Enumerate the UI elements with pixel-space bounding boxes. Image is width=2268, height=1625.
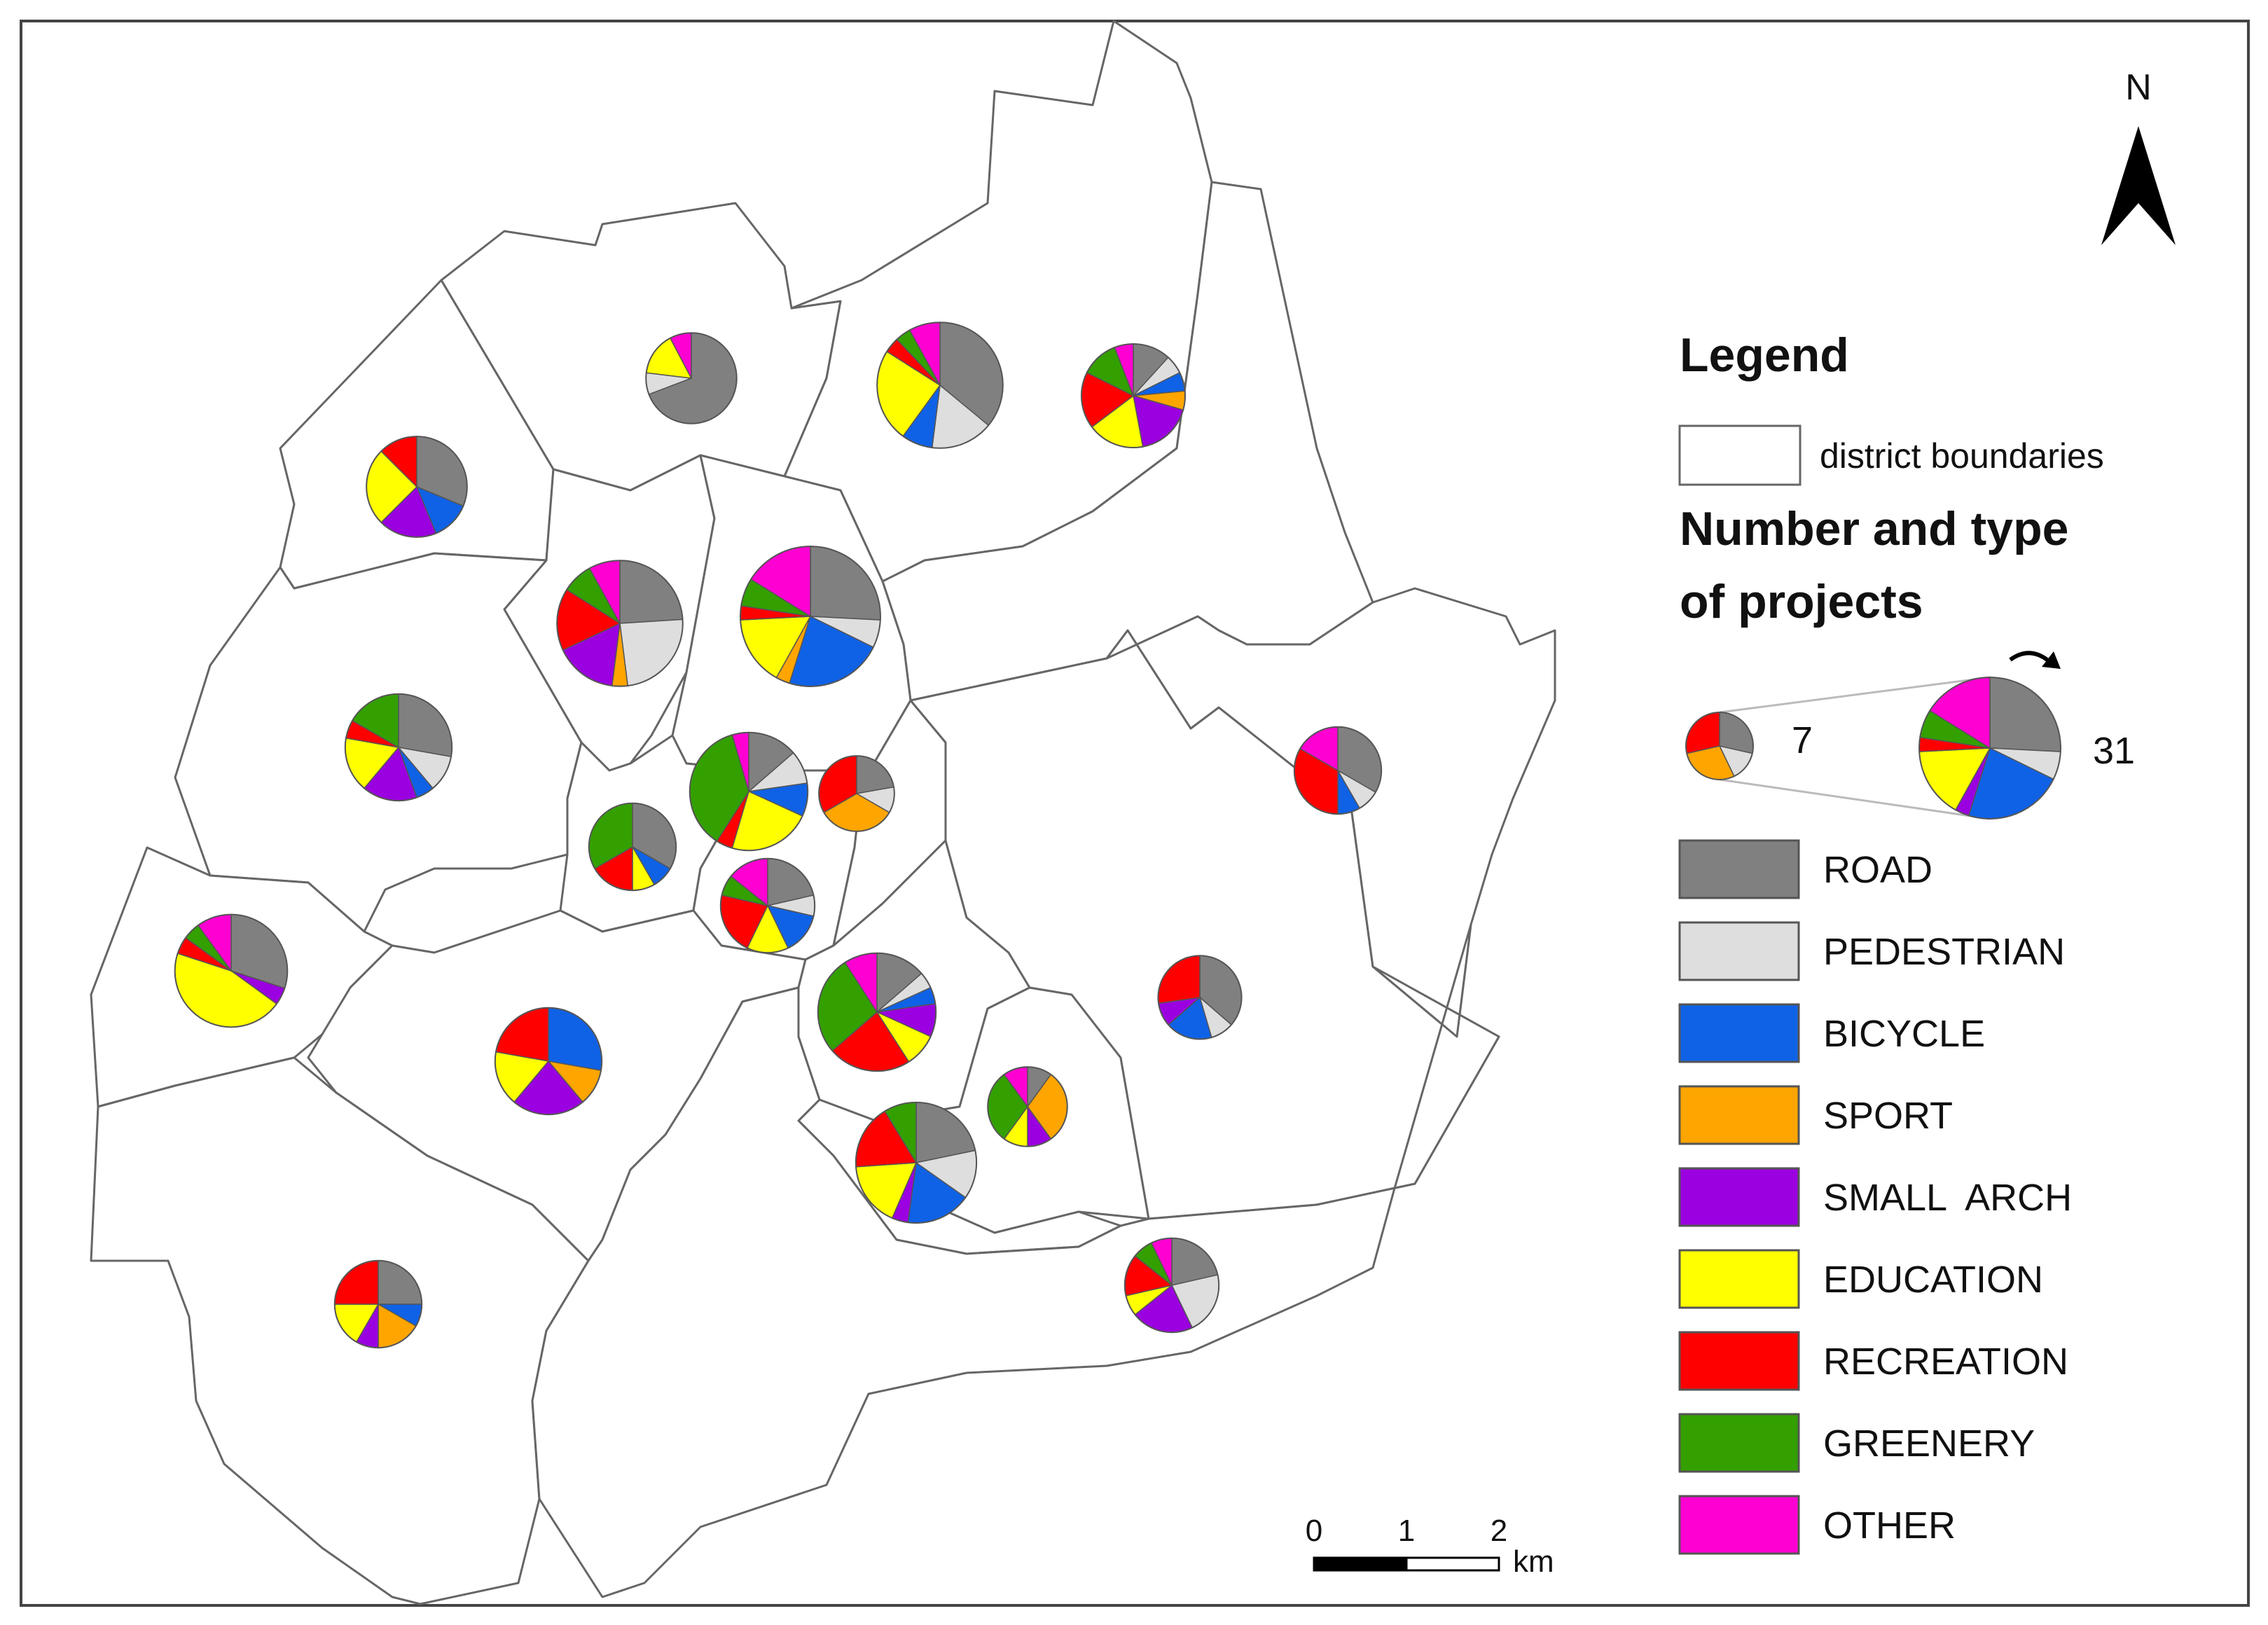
pie-outline [1123,1237,1220,1334]
legend-swatch [1678,839,1800,899]
pie-outline [333,1259,423,1349]
legend-label: ROAD [1823,849,1932,891]
category-legend: ROAD PEDESTRIAN BICYCLE SPORT SMALL ARCH EDUC… [1678,839,2072,1555]
scale-tick-2: 2 [1491,1514,1507,1548]
district-pie [740,546,881,687]
district-pie [987,1066,1068,1147]
pie-outline [645,332,738,424]
size-guide-line [1719,778,1991,820]
pie-outline [987,1066,1068,1147]
pie-chart-layer [174,321,1383,1349]
legend-label: EDUCATION [1823,1259,2043,1301]
pie-outline [1157,955,1243,1040]
legend-label: BICYCLE [1823,1013,1985,1055]
legend-swatch [1678,1495,1800,1555]
size-title-line2: of projects [1680,575,1923,628]
scale-unit: km [1513,1544,1554,1579]
legend-label: GREENERY [1823,1423,2035,1465]
pie-outline [818,755,895,832]
legend-min-count: 7 [1792,719,1813,761]
pie-outline [366,436,468,538]
legend-swatch [1678,1331,1800,1391]
district-pie [876,321,1004,449]
legend: Legend district boundaries Number and ty… [1678,329,2135,1555]
pie-outline [344,693,453,802]
pie-outline [689,731,809,852]
size-guide-line [1719,676,1991,714]
pie-outline [556,560,684,687]
pie-outline [588,802,677,892]
district-pie [855,1101,978,1224]
legend-swatch [1678,1249,1800,1309]
pie-outline [855,1101,978,1224]
pie-outline [817,952,937,1072]
scale-segment-black [1313,1556,1408,1572]
district-pie [689,731,809,852]
legend-label: SPORT [1823,1095,1953,1137]
district-pie [333,1259,423,1349]
legend-size-pies [1685,677,2061,820]
map-frame [20,20,2250,1607]
district-pie [1123,1237,1220,1334]
legend-arrowhead-icon [2042,651,2061,669]
legend-swatch [1678,1167,1800,1227]
legend-label: OTHER [1823,1505,1956,1547]
legend-swatch [1678,921,1800,981]
pie-outline [1685,712,1754,780]
district-pie [344,693,453,802]
scale-bar: 0 1 2 km [1306,1514,1554,1579]
scale-tick-1: 1 [1398,1514,1415,1548]
size-title-line1: Number and type [1680,502,2068,555]
legend-max-count: 31 [2093,730,2135,772]
pie-slice-recreation [1685,712,1720,754]
boundary-label: district boundaries [1820,436,2104,476]
legend-pie-small [1685,712,1754,780]
district-pie [494,1007,603,1116]
north-arrow-icon [2101,126,2176,245]
legend-label: SMALL ARCH [1823,1177,2072,1219]
scale-segment-white [1405,1556,1500,1572]
pie-outline [494,1007,603,1116]
pie-outline [1918,677,2061,820]
district-boundary [531,923,1500,1598]
legend-pie-large [1918,677,2061,820]
district-pie [588,802,677,892]
pie-slice-road [1989,677,2061,752]
district-pie [1080,343,1187,449]
district-pie [645,332,738,424]
legend-title: Legend [1680,329,1849,382]
district-pie [1293,726,1383,815]
pie-outline [1080,343,1187,449]
pie-outline [719,857,816,954]
district-pie [1157,955,1243,1040]
legend-swatch [1678,1003,1800,1063]
district-boundary [90,1056,590,1605]
district-pie [719,857,816,954]
district-pie [817,952,937,1072]
district-pie [174,913,289,1028]
district-pie [556,560,684,687]
district-pie [818,755,895,832]
pie-outline [876,321,1004,449]
district-pie [366,436,468,538]
pie-outline [1293,726,1383,815]
pie-outline [740,546,881,687]
pie-outline [174,913,289,1028]
legend-label: PEDESTRIAN [1823,931,2065,973]
legend-swatch [1678,1413,1800,1473]
legend-label: RECREATION [1823,1341,2068,1383]
district-boundary [1105,587,1556,1038]
north-label: N [2125,67,2152,108]
scale-tick-0: 0 [1306,1514,1322,1548]
legend-swatch [1678,1085,1800,1145]
north-arrow: N [2101,67,2176,245]
boundary-swatch [1678,424,1802,486]
